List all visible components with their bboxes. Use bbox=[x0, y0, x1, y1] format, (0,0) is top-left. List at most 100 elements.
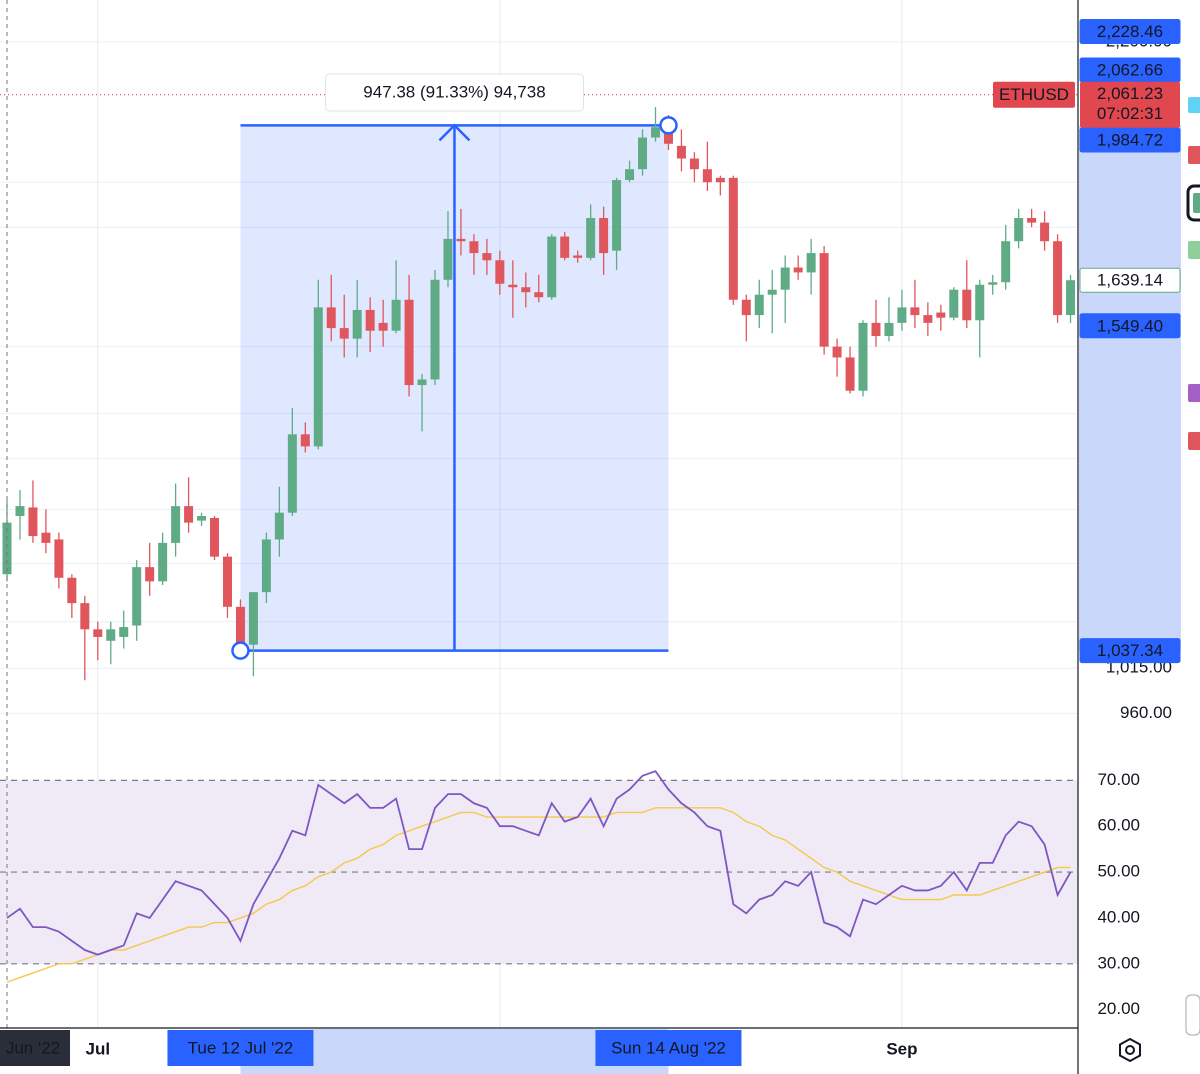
candle bbox=[1053, 234, 1063, 323]
candle bbox=[806, 238, 816, 295]
candle-body bbox=[210, 517, 220, 557]
price-label: 2,062.66 bbox=[1097, 60, 1163, 79]
candle-body bbox=[158, 542, 168, 582]
rsi-tick-label: 20.00 bbox=[1097, 999, 1140, 1018]
symbol-label: ETHUSD bbox=[999, 85, 1069, 104]
icon[interactable] bbox=[1188, 146, 1200, 164]
measure-label: 947.38 (91.33%) 94,738 bbox=[363, 82, 545, 101]
toolbar-bg bbox=[1184, 0, 1200, 1074]
date-label: Sun 14 Aug '22 bbox=[611, 1038, 726, 1057]
candle bbox=[197, 512, 207, 526]
candle bbox=[689, 152, 699, 183]
candle bbox=[741, 294, 751, 342]
measure-handle[interactable] bbox=[231, 641, 250, 660]
candle-body bbox=[573, 255, 583, 258]
icon[interactable] bbox=[1188, 241, 1200, 259]
price-range-highlight bbox=[1079, 125, 1181, 651]
candle-body bbox=[469, 241, 479, 254]
candle-body bbox=[1040, 222, 1050, 242]
candle-body bbox=[313, 307, 323, 447]
candle bbox=[93, 621, 103, 661]
candle-body bbox=[988, 282, 998, 285]
candle-body bbox=[923, 315, 933, 323]
candle bbox=[391, 260, 401, 334]
candle-body bbox=[1053, 241, 1063, 316]
price-label: 1,037.34 bbox=[1097, 641, 1163, 660]
candle bbox=[949, 287, 959, 321]
candle bbox=[767, 269, 777, 334]
icon[interactable] bbox=[1193, 193, 1200, 213]
candle bbox=[702, 141, 712, 192]
candle bbox=[145, 542, 155, 596]
candle-body bbox=[560, 236, 570, 258]
last-price-label: 2,061.23 bbox=[1097, 84, 1163, 103]
price-label-bg bbox=[1079, 19, 1181, 45]
icon[interactable] bbox=[1188, 384, 1200, 402]
candle bbox=[365, 297, 375, 353]
candle bbox=[184, 477, 194, 533]
candle-body bbox=[1027, 218, 1037, 223]
candle bbox=[261, 532, 271, 604]
y-tick-label: 960.00 bbox=[1120, 703, 1172, 722]
scroll-handle[interactable] bbox=[1185, 994, 1200, 1036]
candle bbox=[651, 107, 660, 142]
period-label: Jun '22 bbox=[6, 1038, 60, 1057]
candle bbox=[910, 279, 920, 329]
candle bbox=[41, 509, 51, 554]
candle bbox=[988, 274, 998, 295]
axes: 2,200.001,850.001,750.001,510.001,390.00… bbox=[0, 19, 1181, 1074]
candle-body bbox=[676, 145, 686, 159]
candle bbox=[417, 373, 427, 432]
candle-body bbox=[793, 267, 803, 273]
rsi-tick-label: 30.00 bbox=[1097, 953, 1140, 972]
measure-arrowhead bbox=[438, 123, 471, 142]
candle-body bbox=[119, 627, 129, 637]
candle-body bbox=[171, 506, 181, 543]
candle-body bbox=[93, 629, 103, 637]
candle bbox=[871, 299, 881, 347]
candle bbox=[274, 486, 284, 557]
candle-body bbox=[1001, 241, 1011, 283]
side-toolbar bbox=[1184, 0, 1200, 1074]
candle bbox=[508, 260, 518, 318]
price-label: 1,984.72 bbox=[1097, 130, 1163, 149]
candle bbox=[534, 274, 544, 303]
candle-body bbox=[15, 506, 25, 516]
candle bbox=[845, 346, 855, 394]
candle-body bbox=[1014, 218, 1024, 242]
candle bbox=[495, 250, 505, 295]
candle-body bbox=[1066, 280, 1076, 316]
date-label-bg bbox=[595, 1030, 742, 1066]
candle-body bbox=[352, 309, 362, 339]
candle-body bbox=[754, 294, 764, 316]
candle bbox=[625, 160, 635, 183]
price-label-bg bbox=[1079, 313, 1181, 339]
candle bbox=[521, 272, 531, 308]
candle bbox=[313, 279, 323, 450]
candle bbox=[1014, 208, 1024, 249]
candle bbox=[728, 175, 738, 305]
candle bbox=[832, 338, 842, 377]
candle bbox=[936, 304, 946, 331]
candle bbox=[469, 234, 479, 275]
measure-handle[interactable] bbox=[659, 116, 678, 135]
candle-body bbox=[871, 322, 881, 336]
candle-body bbox=[28, 507, 38, 537]
candle-body bbox=[287, 434, 297, 513]
settings-button[interactable] bbox=[1119, 1037, 1141, 1063]
candle-body bbox=[651, 127, 660, 138]
rsi-tick-label: 40.00 bbox=[1097, 907, 1140, 926]
icon[interactable] bbox=[1188, 432, 1200, 450]
candle-body bbox=[508, 284, 518, 288]
candle bbox=[754, 279, 764, 329]
candle bbox=[443, 211, 453, 288]
candle-body bbox=[326, 307, 336, 329]
candle bbox=[884, 297, 894, 342]
candle-body bbox=[612, 180, 622, 251]
candle bbox=[80, 595, 90, 681]
grid bbox=[0, 0, 1078, 1028]
gear-icon[interactable] bbox=[1119, 1037, 1141, 1063]
candle bbox=[404, 274, 414, 397]
icon[interactable] bbox=[1188, 97, 1200, 113]
